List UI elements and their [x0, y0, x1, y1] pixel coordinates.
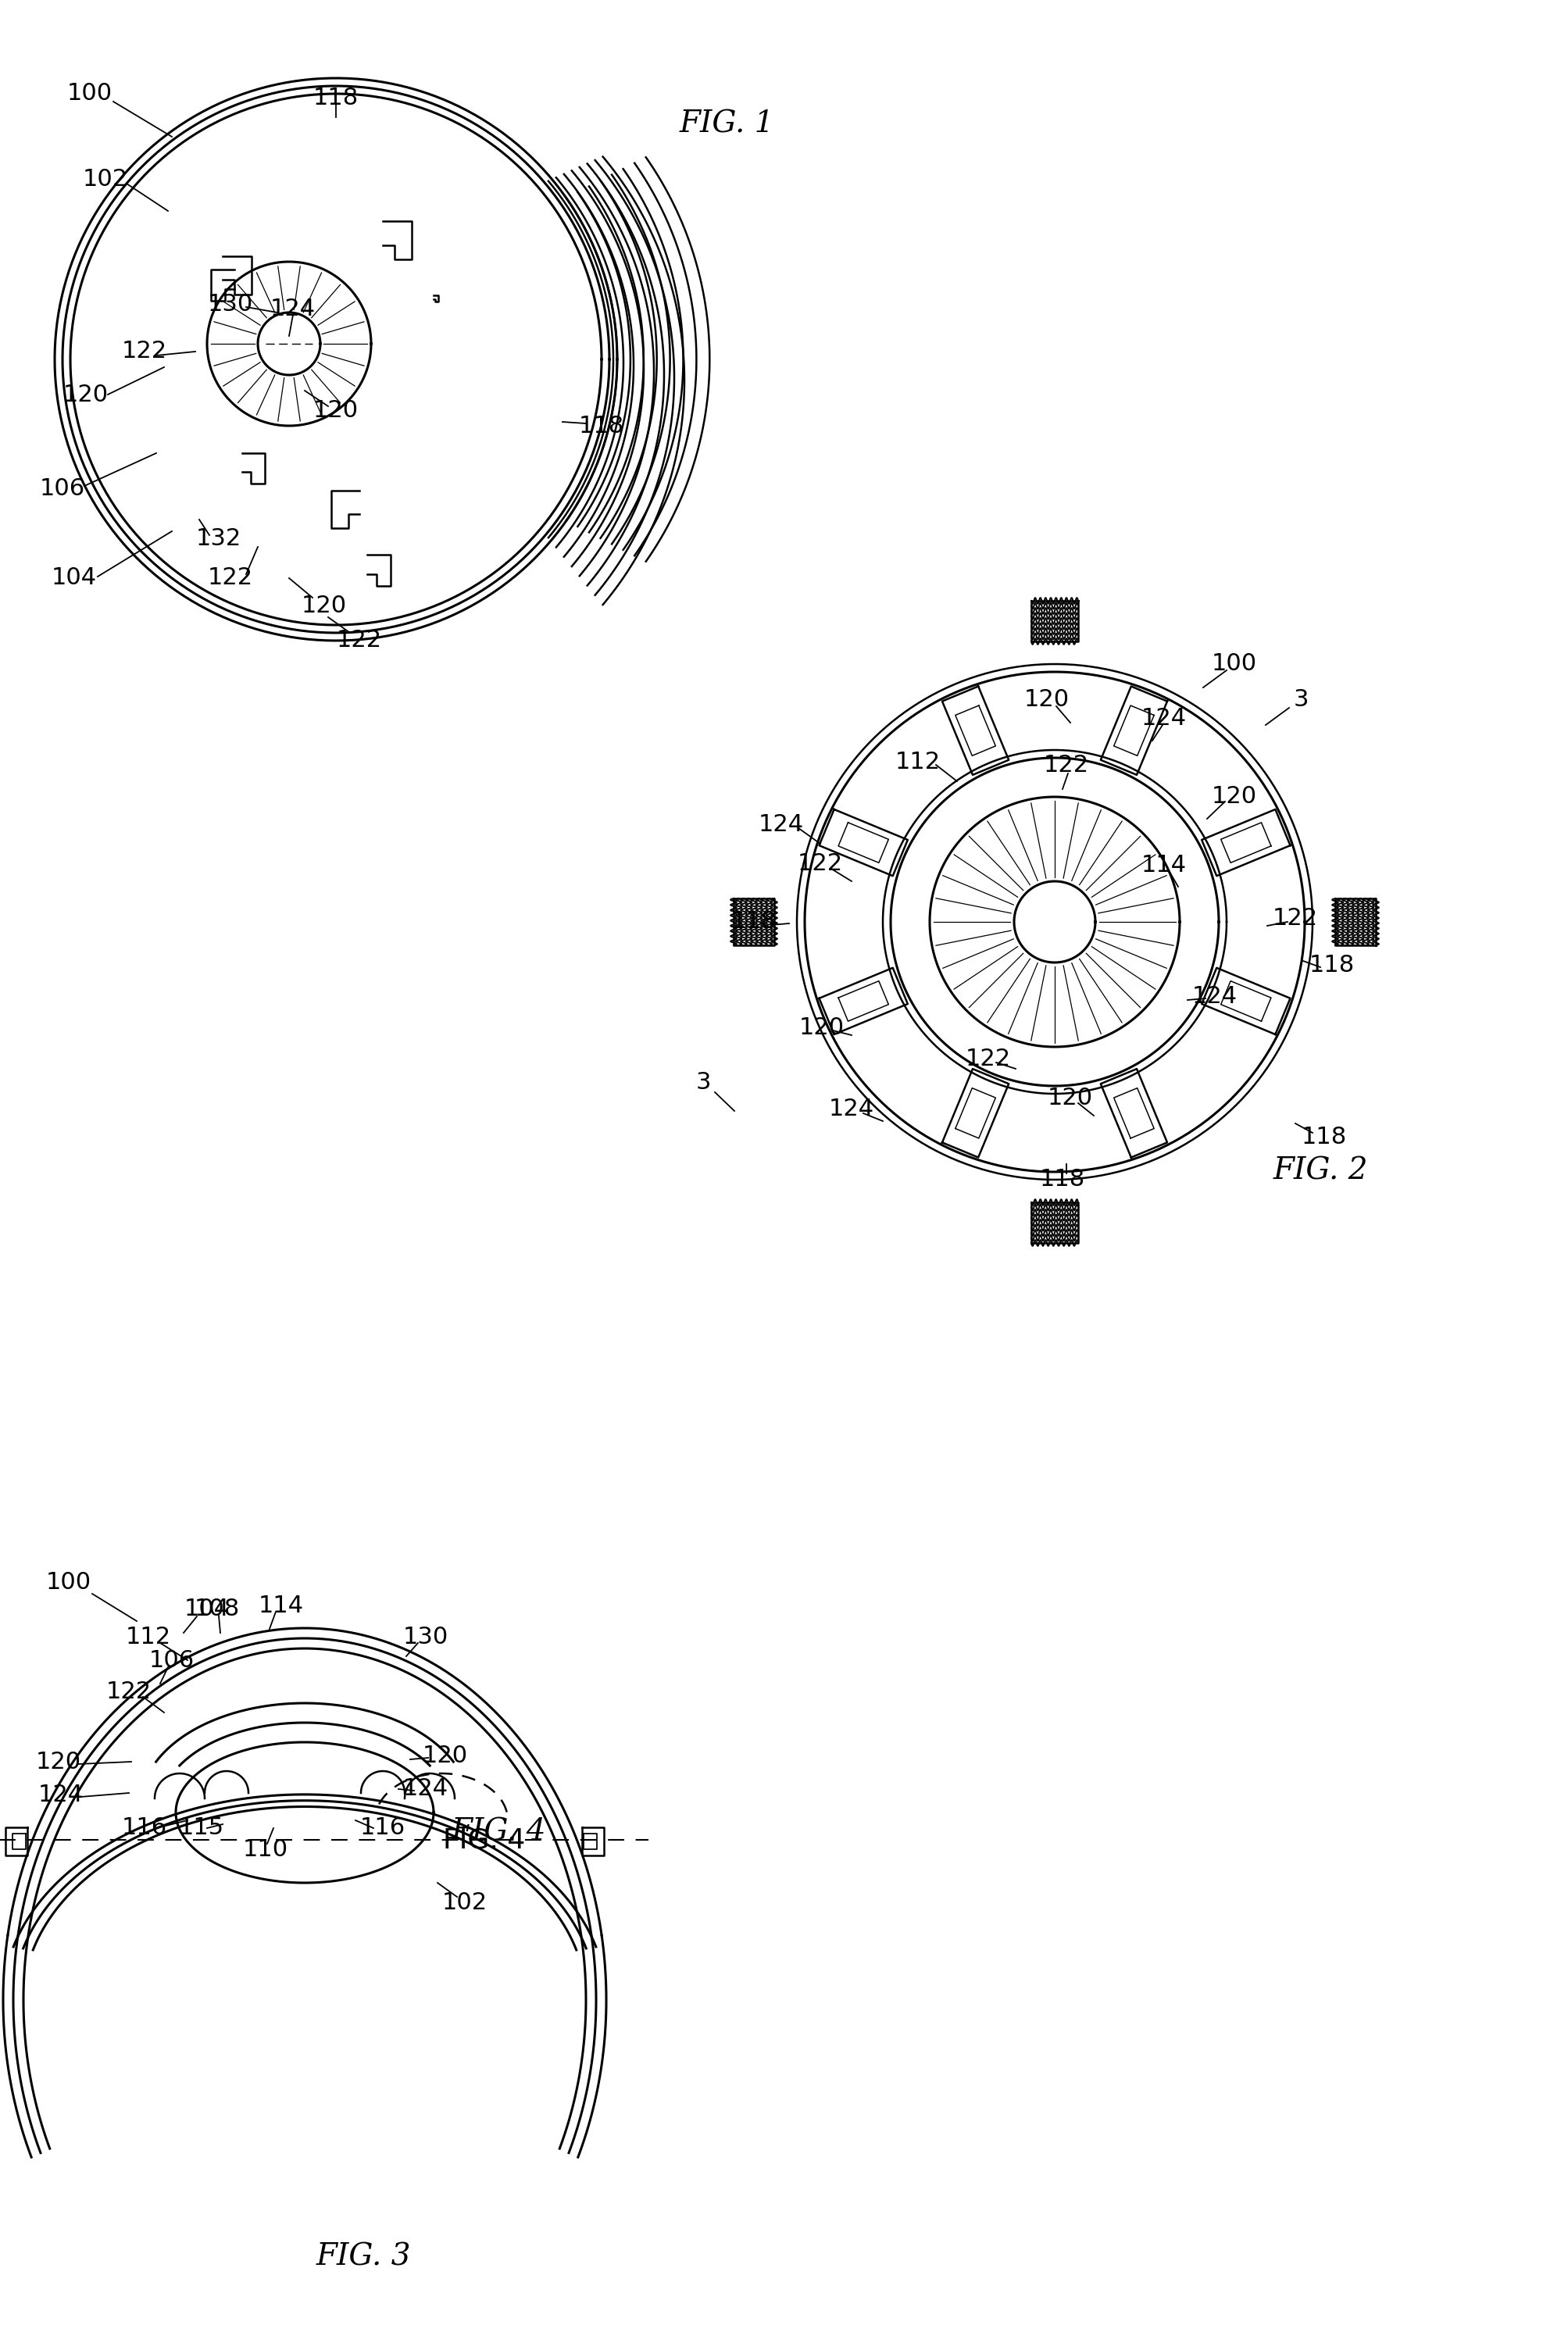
Text: 120: 120 — [1024, 689, 1069, 710]
Text: 132: 132 — [196, 529, 241, 550]
Text: 118: 118 — [1309, 954, 1355, 975]
Text: 116: 116 — [122, 1817, 168, 1840]
Text: 118: 118 — [1301, 1126, 1347, 1149]
Text: 116: 116 — [361, 1817, 405, 1840]
Text: 120: 120 — [63, 383, 108, 407]
Text: 115: 115 — [179, 1817, 224, 1840]
Text: 100: 100 — [67, 82, 113, 106]
Text: 118: 118 — [579, 414, 624, 437]
Text: 100: 100 — [45, 1570, 91, 1593]
Text: 122: 122 — [207, 566, 252, 590]
Text: 124: 124 — [270, 296, 315, 320]
Text: 118: 118 — [731, 909, 776, 933]
Text: 120: 120 — [36, 1751, 82, 1772]
Text: 120: 120 — [422, 1746, 467, 1767]
Text: 100: 100 — [1210, 653, 1256, 674]
Text: 124: 124 — [759, 813, 803, 837]
Text: 118: 118 — [314, 87, 359, 108]
Text: 120: 120 — [1047, 1086, 1093, 1109]
Text: FIG. 4: FIG. 4 — [444, 1826, 525, 1854]
Text: 122: 122 — [122, 341, 168, 362]
Text: 122: 122 — [107, 1680, 152, 1704]
Text: FIG. 4: FIG. 4 — [452, 1817, 546, 1847]
Text: 3: 3 — [695, 1072, 710, 1093]
Text: 114: 114 — [259, 1593, 304, 1617]
Text: 122: 122 — [966, 1048, 1010, 1069]
Text: 104: 104 — [183, 1598, 229, 1621]
Text: 114: 114 — [1142, 855, 1187, 877]
Text: 122: 122 — [337, 630, 383, 651]
Text: 118: 118 — [1040, 1168, 1085, 1191]
Text: 3: 3 — [1292, 689, 1308, 710]
Text: FIG. 2: FIG. 2 — [1273, 1156, 1367, 1187]
Text: 106: 106 — [39, 477, 85, 501]
Text: 130: 130 — [207, 294, 252, 315]
Text: 120: 120 — [798, 1015, 844, 1039]
Text: 122: 122 — [1043, 754, 1088, 778]
Text: 108: 108 — [194, 1598, 240, 1621]
Text: 110: 110 — [243, 1838, 289, 1861]
Text: 106: 106 — [149, 1650, 194, 1671]
Text: 130: 130 — [403, 1626, 448, 1647]
Text: 104: 104 — [52, 566, 97, 590]
Text: 122: 122 — [797, 853, 842, 874]
Text: 120: 120 — [301, 595, 347, 616]
Text: FIG. 3: FIG. 3 — [317, 2242, 411, 2272]
Text: 112: 112 — [125, 1626, 171, 1647]
Text: 122: 122 — [1272, 907, 1317, 928]
Text: 124: 124 — [1192, 985, 1237, 1008]
Text: 124: 124 — [38, 1784, 83, 1807]
Text: 102: 102 — [83, 169, 129, 190]
Text: 120: 120 — [1210, 785, 1256, 808]
Text: FIG. 1: FIG. 1 — [679, 110, 775, 139]
Text: 124: 124 — [828, 1097, 873, 1121]
Text: 112: 112 — [895, 750, 941, 773]
Text: 102: 102 — [442, 1892, 488, 1913]
Text: 124: 124 — [1142, 707, 1187, 731]
Text: 124: 124 — [403, 1777, 448, 1800]
Text: 120: 120 — [314, 400, 359, 421]
